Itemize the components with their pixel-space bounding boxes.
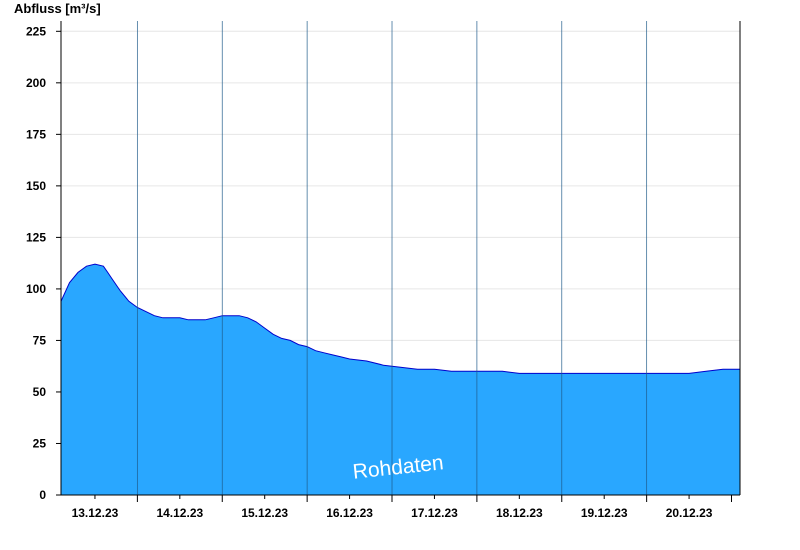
y-tick-label-75: 75 <box>33 333 47 347</box>
x-tick-label-0: 13.12.23 <box>72 506 119 520</box>
x-tick-label-5: 18.12.23 <box>496 506 543 520</box>
discharge-line <box>60 263 740 374</box>
discharge-area <box>61 264 740 495</box>
y-tick-label-225: 225 <box>26 24 46 38</box>
y-tick-label-0: 0 <box>39 488 46 502</box>
y-axis-title: Abfluss [m³/s] <box>14 1 101 16</box>
x-tick-label-1: 14.12.23 <box>156 506 203 520</box>
y-tick-label-200: 200 <box>26 76 46 90</box>
x-tick-label-6: 19.12.23 <box>581 506 628 520</box>
y-axis-ticks: 0 25 50 75 100 125 150 175 200 225 <box>26 24 61 502</box>
y-tick-label-100: 100 <box>26 282 46 296</box>
x-tick-label-4: 17.12.23 <box>411 506 458 520</box>
y-tick-label-25: 25 <box>33 436 47 450</box>
x-tick-label-3: 16.12.23 <box>326 506 373 520</box>
x-axis-ticks: 13.12.23 14.12.23 15.12.23 16.12.23 17.12.23… <box>72 495 733 520</box>
y-tick-label-175: 175 <box>26 127 46 141</box>
y-tick-label-150: 150 <box>26 179 46 193</box>
axes <box>60 21 741 496</box>
x-tick-label-7: 20.12.23 <box>666 506 713 520</box>
day-separators <box>136 21 648 495</box>
y-tick-label-50: 50 <box>33 385 47 399</box>
y-tick-label-125: 125 <box>26 230 46 244</box>
x-tick-label-2: 15.12.23 <box>241 506 288 520</box>
